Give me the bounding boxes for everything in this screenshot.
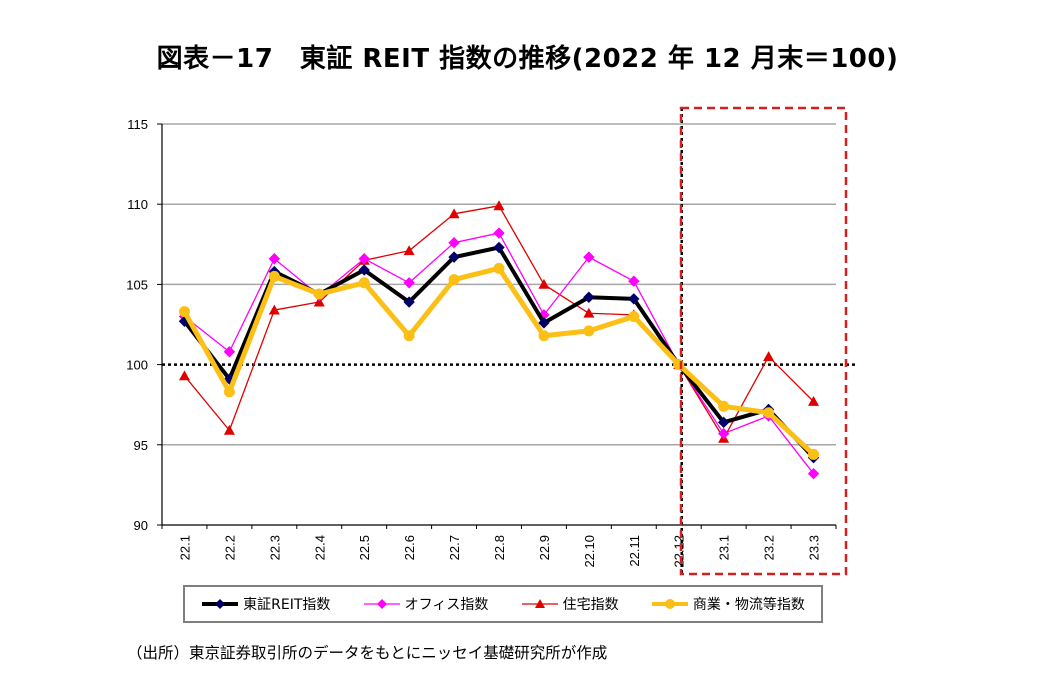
data-point	[268, 253, 281, 265]
legend: 東証REIT指数 オフィス指数 住宅指数 商業・物流等指数	[183, 585, 823, 623]
legend-swatch	[363, 599, 400, 609]
x-tick-label: 22.12	[672, 535, 687, 568]
x-tick-label: 22.1	[177, 535, 192, 560]
x-tick-label: 22.11	[627, 535, 642, 567]
highlight-box	[679, 106, 848, 576]
x-tick-label: 23.1	[717, 535, 732, 560]
x-tick-label: 23.3	[807, 535, 822, 560]
x-tick-label: 22.4	[312, 535, 327, 560]
data-point	[628, 293, 640, 305]
x-tick-label: 22.9	[537, 535, 552, 560]
data-point	[763, 351, 775, 361]
data-point	[717, 416, 730, 429]
data-point	[628, 275, 640, 287]
gridlines	[162, 123, 836, 446]
data-point	[268, 270, 280, 282]
data-point	[313, 288, 325, 300]
data-point	[448, 236, 460, 249]
data-point	[538, 330, 550, 342]
data-point	[313, 296, 325, 307]
legend-item: 商業・物流等指数	[651, 594, 805, 614]
data-point	[808, 395, 820, 406]
legend-label: オフィス指数	[404, 597, 489, 613]
highlight-region	[679, 106, 848, 576]
data-point	[718, 400, 730, 412]
axes: 90 95 100 105 110 115 22.1 22.2 22.3 22.4 22.5 22.6…	[126, 117, 837, 568]
data-point	[583, 251, 595, 263]
x-tick-label: 22.2	[222, 535, 237, 560]
data-point	[493, 262, 505, 274]
legend-label: 東証REIT指数	[243, 597, 331, 613]
data-point	[493, 227, 505, 239]
data-point	[628, 310, 640, 322]
x-tick-label: 22.10	[582, 535, 597, 568]
data-point	[358, 264, 370, 276]
data-point	[268, 304, 280, 315]
y-tick-label: 100	[126, 358, 148, 373]
data-point	[358, 253, 370, 265]
data-point	[493, 200, 505, 211]
data-point	[448, 274, 460, 286]
y-tick-label: 90	[134, 518, 148, 533]
x-tick-label: 22.8	[492, 535, 507, 560]
y-tick-label: 95	[134, 438, 148, 453]
y-tick-label: 110	[127, 197, 148, 212]
x-tick-label: 22.5	[357, 535, 372, 560]
data-point	[583, 325, 595, 337]
legend-label: 住宅指数	[562, 597, 619, 613]
data-point	[223, 424, 235, 435]
data-point	[448, 251, 460, 263]
data-point	[673, 359, 685, 371]
reference-line-100	[162, 108, 858, 574]
legend-item: 住宅指数	[521, 594, 619, 614]
legend-item: 東証REIT指数	[201, 594, 330, 614]
data-point	[403, 330, 415, 342]
data-point	[223, 346, 236, 358]
series-0	[178, 241, 820, 464]
data-point	[538, 278, 550, 289]
legend-swatch	[202, 599, 239, 609]
source-note: （出所）東京証券取引所のデータをもとにニッセイ基礎研究所が作成	[127, 644, 608, 662]
legend-label: 商業・物流等指数	[692, 597, 805, 613]
x-tick-label: 22.6	[402, 535, 417, 560]
legend-item: オフィス指数	[363, 594, 489, 614]
series-group	[178, 200, 820, 480]
data-point	[448, 208, 460, 219]
data-point	[807, 467, 820, 480]
data-point	[403, 245, 415, 256]
data-point	[763, 407, 775, 419]
data-point	[808, 448, 820, 460]
data-point	[583, 291, 595, 303]
x-tick-label: 22.3	[267, 535, 282, 560]
x-tick-label: 22.7	[447, 535, 462, 560]
y-tick-label: 115	[127, 117, 148, 132]
data-point	[583, 307, 595, 318]
y-tick-label: 105	[126, 277, 148, 292]
data-point	[538, 317, 550, 329]
data-point	[717, 427, 730, 440]
data-point	[493, 241, 505, 254]
data-point	[178, 370, 190, 381]
chart-title: 図表－17 東証 REIT 指数の推移(2022 年 12 月末＝100)	[156, 44, 899, 74]
data-point	[223, 386, 235, 398]
legend-swatch	[521, 599, 558, 608]
data-point	[178, 306, 190, 318]
legend-swatch	[651, 599, 688, 609]
x-tick-label: 23.2	[762, 535, 777, 560]
data-point	[403, 277, 415, 289]
series-3	[178, 262, 820, 460]
data-point	[358, 277, 370, 289]
data-point	[403, 296, 415, 308]
